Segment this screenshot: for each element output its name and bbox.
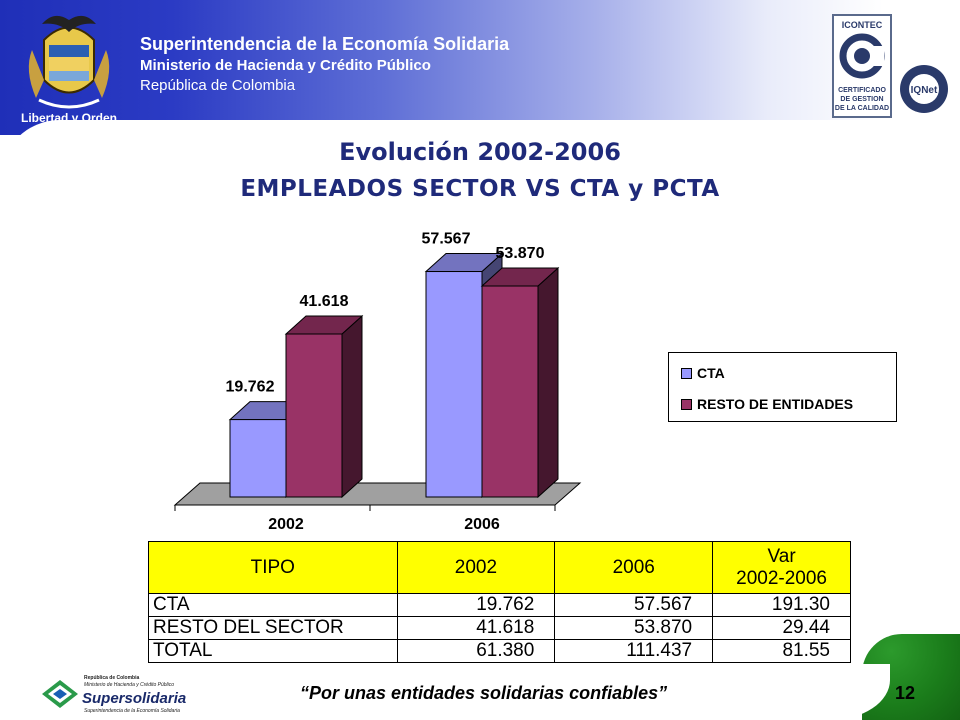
footer-slogan: “Por unas entidades solidarias confiable… bbox=[300, 683, 668, 703]
legend-item-resto: RESTO DE ENTIDADES bbox=[681, 396, 853, 412]
slide-subtitle: EMPLEADOS SECTOR VS CTA y PCTA bbox=[240, 176, 720, 202]
chart-legend: CTA RESTO DE ENTIDADES bbox=[668, 352, 897, 422]
header-2002: 2002 bbox=[396, 541, 556, 594]
iqnet-logo: IQNet bbox=[900, 65, 948, 113]
header-var: Var 2002-2006 bbox=[712, 541, 851, 594]
cert-line-3: DE LA CALIDAD bbox=[835, 105, 889, 112]
header-curve bbox=[0, 120, 960, 180]
org-name: Superintendencia de la Economía Solidari… bbox=[140, 34, 510, 54]
org-block: Superintendencia de la Economía Solidari… bbox=[140, 33, 509, 96]
header-var-line2: 2002-2006 bbox=[736, 567, 827, 589]
data-label-resto-de-entidades-2006: 53.870 bbox=[496, 245, 545, 262]
header-var-line1: Var bbox=[767, 545, 796, 567]
legend-swatch-resto bbox=[681, 398, 692, 410]
data-label-cta-2002: 19.762 bbox=[226, 379, 275, 396]
data-label-resto-de-entidades-2002: 41.618 bbox=[300, 293, 349, 310]
cert-line-1: CERTIFICADO bbox=[838, 87, 886, 94]
cell-tipo: RESTO DEL SECTOR bbox=[148, 616, 398, 640]
cell-2006: 53.870 bbox=[554, 616, 714, 640]
footer-band bbox=[0, 664, 890, 720]
data-table: TIPO 2002 2006 Var 2002-2006 CTA 19.762 … bbox=[148, 541, 851, 663]
table-header-row: TIPO 2002 2006 Var 2002-2006 bbox=[148, 541, 851, 594]
data-label-cta-2006: 57.567 bbox=[422, 231, 471, 248]
colombia-seal-icon: Libertad y Orden bbox=[21, 15, 117, 125]
cell-2002: 19.762 bbox=[396, 593, 556, 617]
legend-label-resto: RESTO DE ENTIDADES bbox=[697, 396, 854, 412]
page-number: 12 bbox=[894, 683, 916, 703]
bar-cta-2006 bbox=[425, 271, 483, 498]
table-row: TOTAL 61.380 111.437 81.55 bbox=[148, 639, 851, 663]
icontec-label: ICONTEC bbox=[842, 20, 883, 30]
supersolidaria-logo-icon bbox=[42, 680, 78, 708]
logo-name: Supersolidaria bbox=[82, 690, 187, 707]
cell-var: 191.30 bbox=[712, 593, 851, 617]
header-band bbox=[0, 0, 960, 135]
logo-line-3: Superintendencia de la Economía Solidari… bbox=[84, 708, 180, 714]
header-tipo: TIPO bbox=[148, 541, 398, 594]
bar-side-resto-de-entidades-2002 bbox=[341, 314, 363, 499]
cell-2006: 111.437 bbox=[554, 639, 714, 663]
republic-name: República de Colombia bbox=[140, 77, 296, 94]
cell-tipo: CTA bbox=[148, 593, 398, 617]
x-tick-label-2006: 2006 bbox=[464, 516, 500, 533]
cell-2006: 57.567 bbox=[554, 593, 714, 617]
bar-chart: 19.762 41.618 2002 57.567 53.870 2006 bbox=[173, 231, 582, 533]
bar-cta-2002 bbox=[229, 419, 287, 498]
x-tick-label-2002: 2002 bbox=[268, 516, 304, 533]
legend-label-cta: CTA bbox=[697, 365, 725, 381]
table-row: CTA 19.762 57.567 191.30 bbox=[148, 593, 851, 617]
legend-swatch-cta bbox=[681, 367, 692, 379]
cert-line-2: DE GESTION bbox=[840, 96, 883, 103]
cell-var: 81.55 bbox=[712, 639, 851, 663]
header-2006: 2006 bbox=[554, 541, 714, 594]
legend-item-cta: CTA bbox=[681, 365, 725, 381]
bar-side-resto-de-entidades-2006 bbox=[537, 266, 559, 499]
iqnet-label: IQNet bbox=[911, 85, 938, 96]
cell-2002: 61.380 bbox=[396, 639, 556, 663]
cell-var: 29.44 bbox=[712, 616, 851, 640]
ministry-name: Ministerio de Hacienda y Crédito Público bbox=[140, 57, 431, 74]
bar-resto-de-entidades-2002 bbox=[285, 333, 343, 498]
icontec-certificate-logo: ICONTEC CERTIFICADO DE GESTION DE LA CAL… bbox=[832, 14, 892, 118]
cell-tipo: TOTAL bbox=[148, 639, 398, 663]
bar-resto-de-entidades-2006 bbox=[481, 285, 539, 498]
cell-2002: 41.618 bbox=[396, 616, 556, 640]
slide-title: Evolución 2002-2006 bbox=[339, 138, 621, 166]
seal-motto: Libertad y Orden bbox=[21, 111, 117, 125]
logo-line-1: República de Colombia bbox=[84, 675, 140, 681]
table-row: RESTO DEL SECTOR 41.618 53.870 29.44 bbox=[148, 616, 851, 640]
logo-line-2: Ministerio de Hacienda y Crédito Público bbox=[84, 682, 175, 688]
